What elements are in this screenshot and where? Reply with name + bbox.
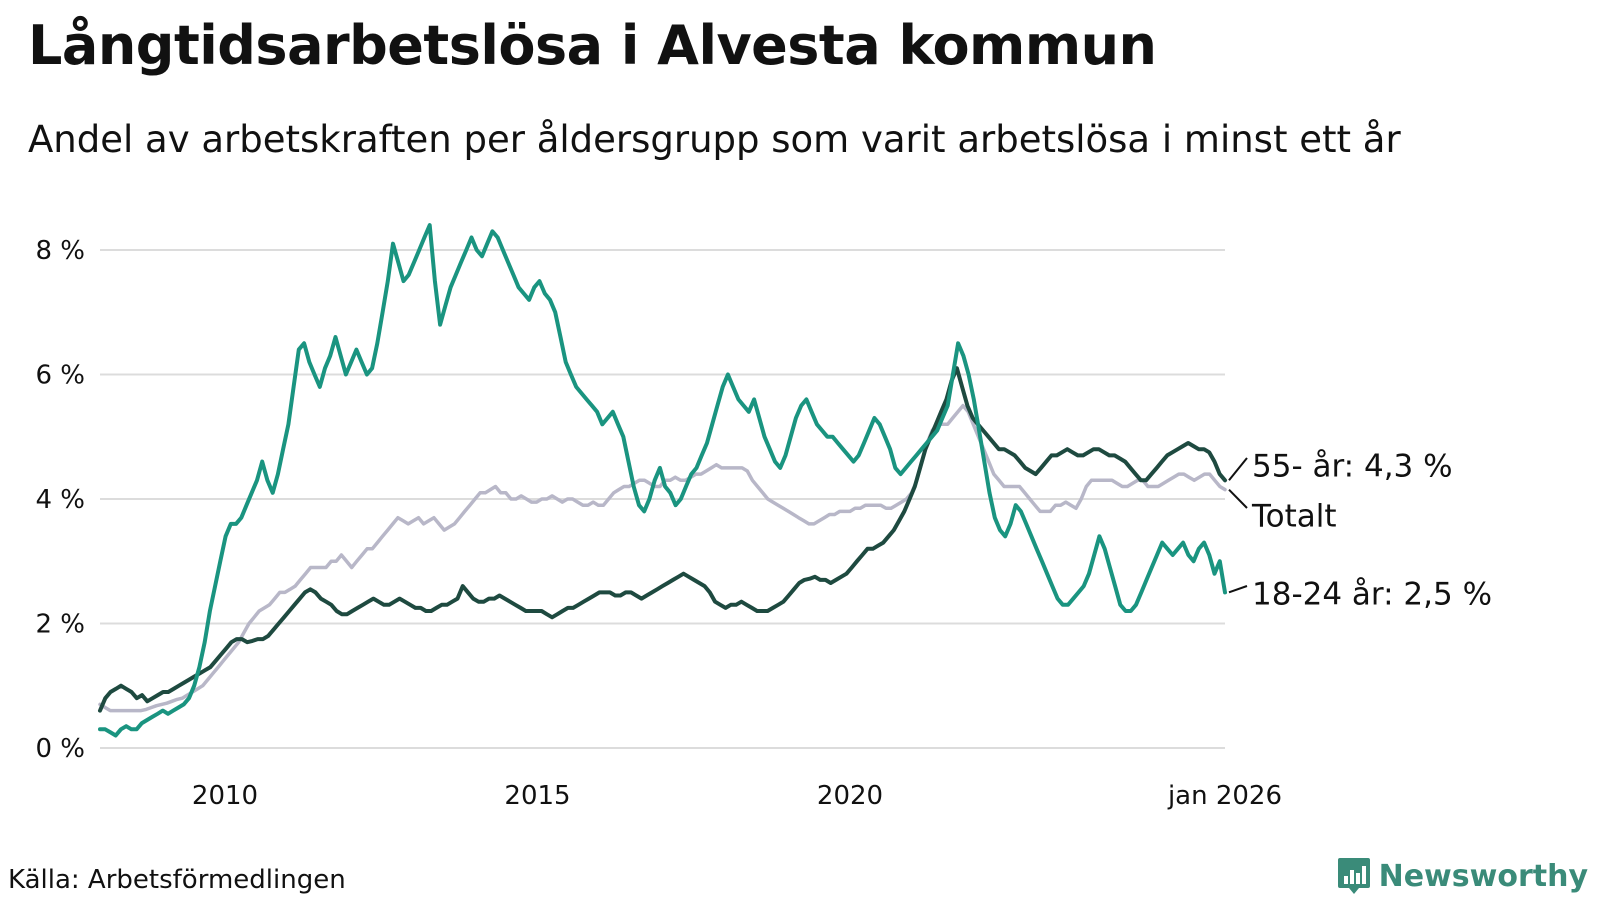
series-end-label: 55- år: 4,3 %: [1252, 449, 1453, 485]
line-chart: 0 % 2 % 4 % 6 % 8 % 2010 2015 2020 jan 2026 Total…: [35, 223, 1492, 811]
x-tick-label: 2010: [192, 781, 258, 811]
source-note: Källa: Arbetsförmedlingen: [8, 865, 346, 895]
chart-subtitle: Andel av arbetskraften per åldersgrupp s…: [28, 118, 1401, 161]
y-tick-label: 0 %: [35, 734, 85, 764]
brand-name: Newsworthy: [1378, 858, 1588, 894]
y-tick-label: 8 %: [35, 236, 85, 266]
y-tick-label: 6 %: [35, 360, 85, 390]
label-leader-line: [1228, 585, 1248, 594]
x-tick-label: 2020: [817, 781, 883, 811]
series-line-18-24-r: [98, 223, 1227, 738]
series-end-label: Totalt: [1251, 499, 1337, 535]
label-leader-line: [1228, 488, 1248, 509]
y-tick-label: 2 %: [35, 609, 85, 639]
brand-logo: Newsworthy: [1337, 856, 1588, 896]
series-line-55-r: [98, 366, 1227, 713]
chart-title: Långtidsarbetslösa i Alvesta kommun: [28, 14, 1157, 77]
label-leader-line: [1228, 457, 1248, 481]
x-tick-label: jan 2026: [1167, 781, 1282, 811]
series-line-totalt: [98, 403, 1227, 713]
x-tick-label: 2015: [504, 781, 570, 811]
newsworthy-logo-icon: [1337, 858, 1370, 894]
series-end-label: 18-24 år: 2,5 %: [1252, 577, 1492, 613]
y-tick-label: 4 %: [35, 485, 85, 515]
